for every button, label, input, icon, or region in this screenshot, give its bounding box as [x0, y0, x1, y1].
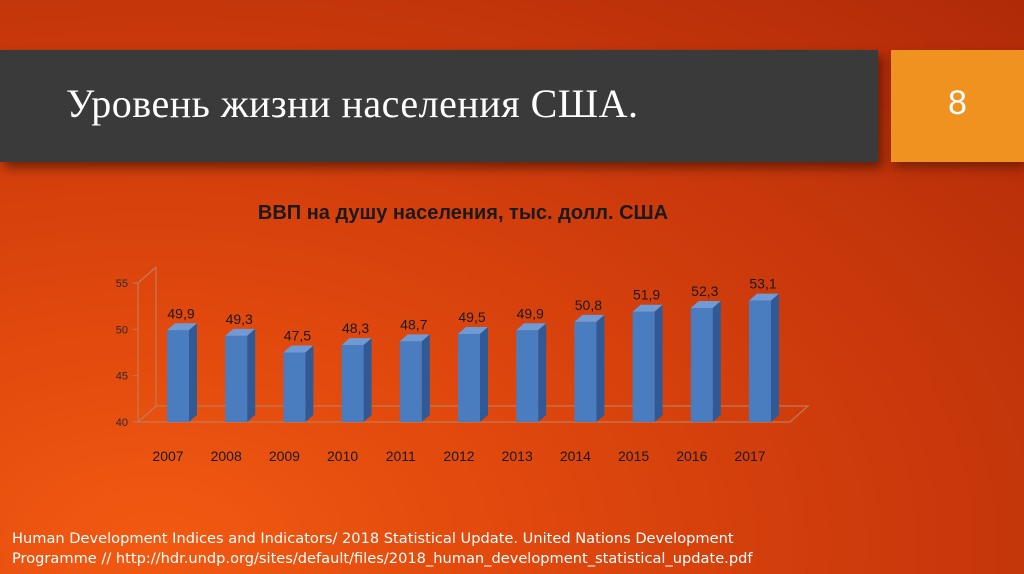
data-label: 47,5	[284, 328, 311, 344]
bar-top	[749, 293, 779, 301]
gdp-bar-chart: ВВП на душу населения, тыс. долл. США 49…	[116, 202, 810, 464]
bar-2013	[516, 323, 547, 422]
data-label: 51,9	[633, 287, 660, 303]
y-tick-label: 55	[116, 278, 128, 290]
bar-2016	[690, 301, 721, 422]
slide-number-box: 8	[891, 50, 1024, 162]
x-tick-label: 2014	[560, 448, 591, 464]
bar-top	[690, 301, 721, 309]
data-label: 53,1	[749, 276, 776, 292]
bar-side	[247, 328, 256, 422]
data-label: 50,8	[575, 297, 602, 313]
bar-side	[363, 338, 372, 422]
chart-data-labels: 49,9 49,3 47,5 48,3 48,7 49,5 49,9 50,8 51,9 52,3…	[167, 276, 776, 344]
bar-front	[225, 335, 248, 422]
bar-side	[654, 304, 663, 422]
x-tick-label: 2015	[618, 448, 649, 464]
bar-top	[283, 345, 314, 353]
bar-side	[480, 326, 488, 422]
slide-title: Уровень жизни населения США.	[66, 81, 639, 126]
bar-top	[458, 326, 488, 334]
x-tick-label: 2016	[676, 448, 707, 464]
bar-front	[341, 345, 364, 422]
bar-top	[516, 323, 547, 331]
bar-front	[283, 352, 306, 422]
bar-front	[632, 311, 655, 422]
bar-top	[341, 338, 372, 346]
bar-2009	[283, 345, 314, 422]
bar-top	[225, 328, 256, 336]
data-label: 49,5	[458, 309, 485, 325]
bar-side	[189, 323, 197, 422]
bar-front	[574, 321, 597, 422]
bar-2015	[632, 304, 663, 422]
bar-2008	[225, 328, 256, 422]
chart-tick-labels: 40 45 50 55 2007 2008 2009 2010 2011 2012 2013 2014…	[116, 278, 766, 464]
data-label: 49,3	[226, 311, 253, 327]
bar-side	[712, 301, 721, 422]
bar-side	[421, 334, 430, 422]
bar-2011	[399, 334, 430, 422]
bar-2017	[749, 293, 779, 422]
bar-2012	[458, 326, 488, 422]
data-label: 52,3	[691, 283, 718, 299]
y-tick-label: 40	[116, 417, 128, 429]
chart-floor	[136, 405, 810, 423]
x-tick-label: 2007	[152, 448, 183, 464]
bar-2007	[167, 323, 197, 422]
bar-front	[458, 333, 480, 422]
x-tick-label: 2009	[269, 448, 300, 464]
source-citation: Human Development Indices and Indicators…	[12, 529, 1017, 569]
x-tick-label: 2017	[734, 448, 765, 464]
bar-side	[305, 345, 314, 422]
x-tick-label: 2013	[502, 448, 533, 464]
bar-side	[771, 293, 779, 422]
data-label: 49,9	[517, 305, 544, 321]
bar-top	[632, 304, 663, 312]
bar-top	[574, 314, 605, 322]
bar-side	[596, 314, 605, 422]
x-tick-label: 2010	[327, 448, 358, 464]
source-line-1: Human Development Indices and Indicators…	[12, 530, 734, 547]
slide-number: 8	[948, 84, 967, 122]
x-tick-label: 2011	[386, 448, 416, 464]
y-axis-top-edge	[137, 266, 157, 284]
x-tick-label: 2012	[443, 448, 474, 464]
source-line-2: Programme // http://hdr.undp.org/sites/d…	[12, 550, 753, 567]
bar-front	[167, 330, 189, 422]
bar-top	[399, 334, 430, 342]
data-label: 48,3	[342, 320, 369, 336]
chart-title: ВВП на душу населения, тыс. долл. США	[258, 202, 668, 224]
bar-top	[167, 323, 197, 331]
chart-bars	[167, 293, 779, 422]
bar-side	[538, 323, 547, 422]
x-tick-label: 2008	[211, 448, 242, 464]
y-tick-label: 45	[116, 371, 128, 383]
bar-front	[399, 341, 422, 422]
bar-2010	[341, 338, 372, 422]
data-label: 48,7	[400, 316, 427, 332]
chart-axes	[136, 266, 810, 423]
bar-front	[690, 308, 713, 422]
title-band	[0, 50, 878, 162]
bar-front	[749, 300, 771, 422]
bar-front	[516, 330, 539, 422]
y-tick-label: 50	[116, 324, 128, 336]
bar-2014	[574, 314, 605, 422]
data-label: 49,9	[167, 305, 194, 321]
